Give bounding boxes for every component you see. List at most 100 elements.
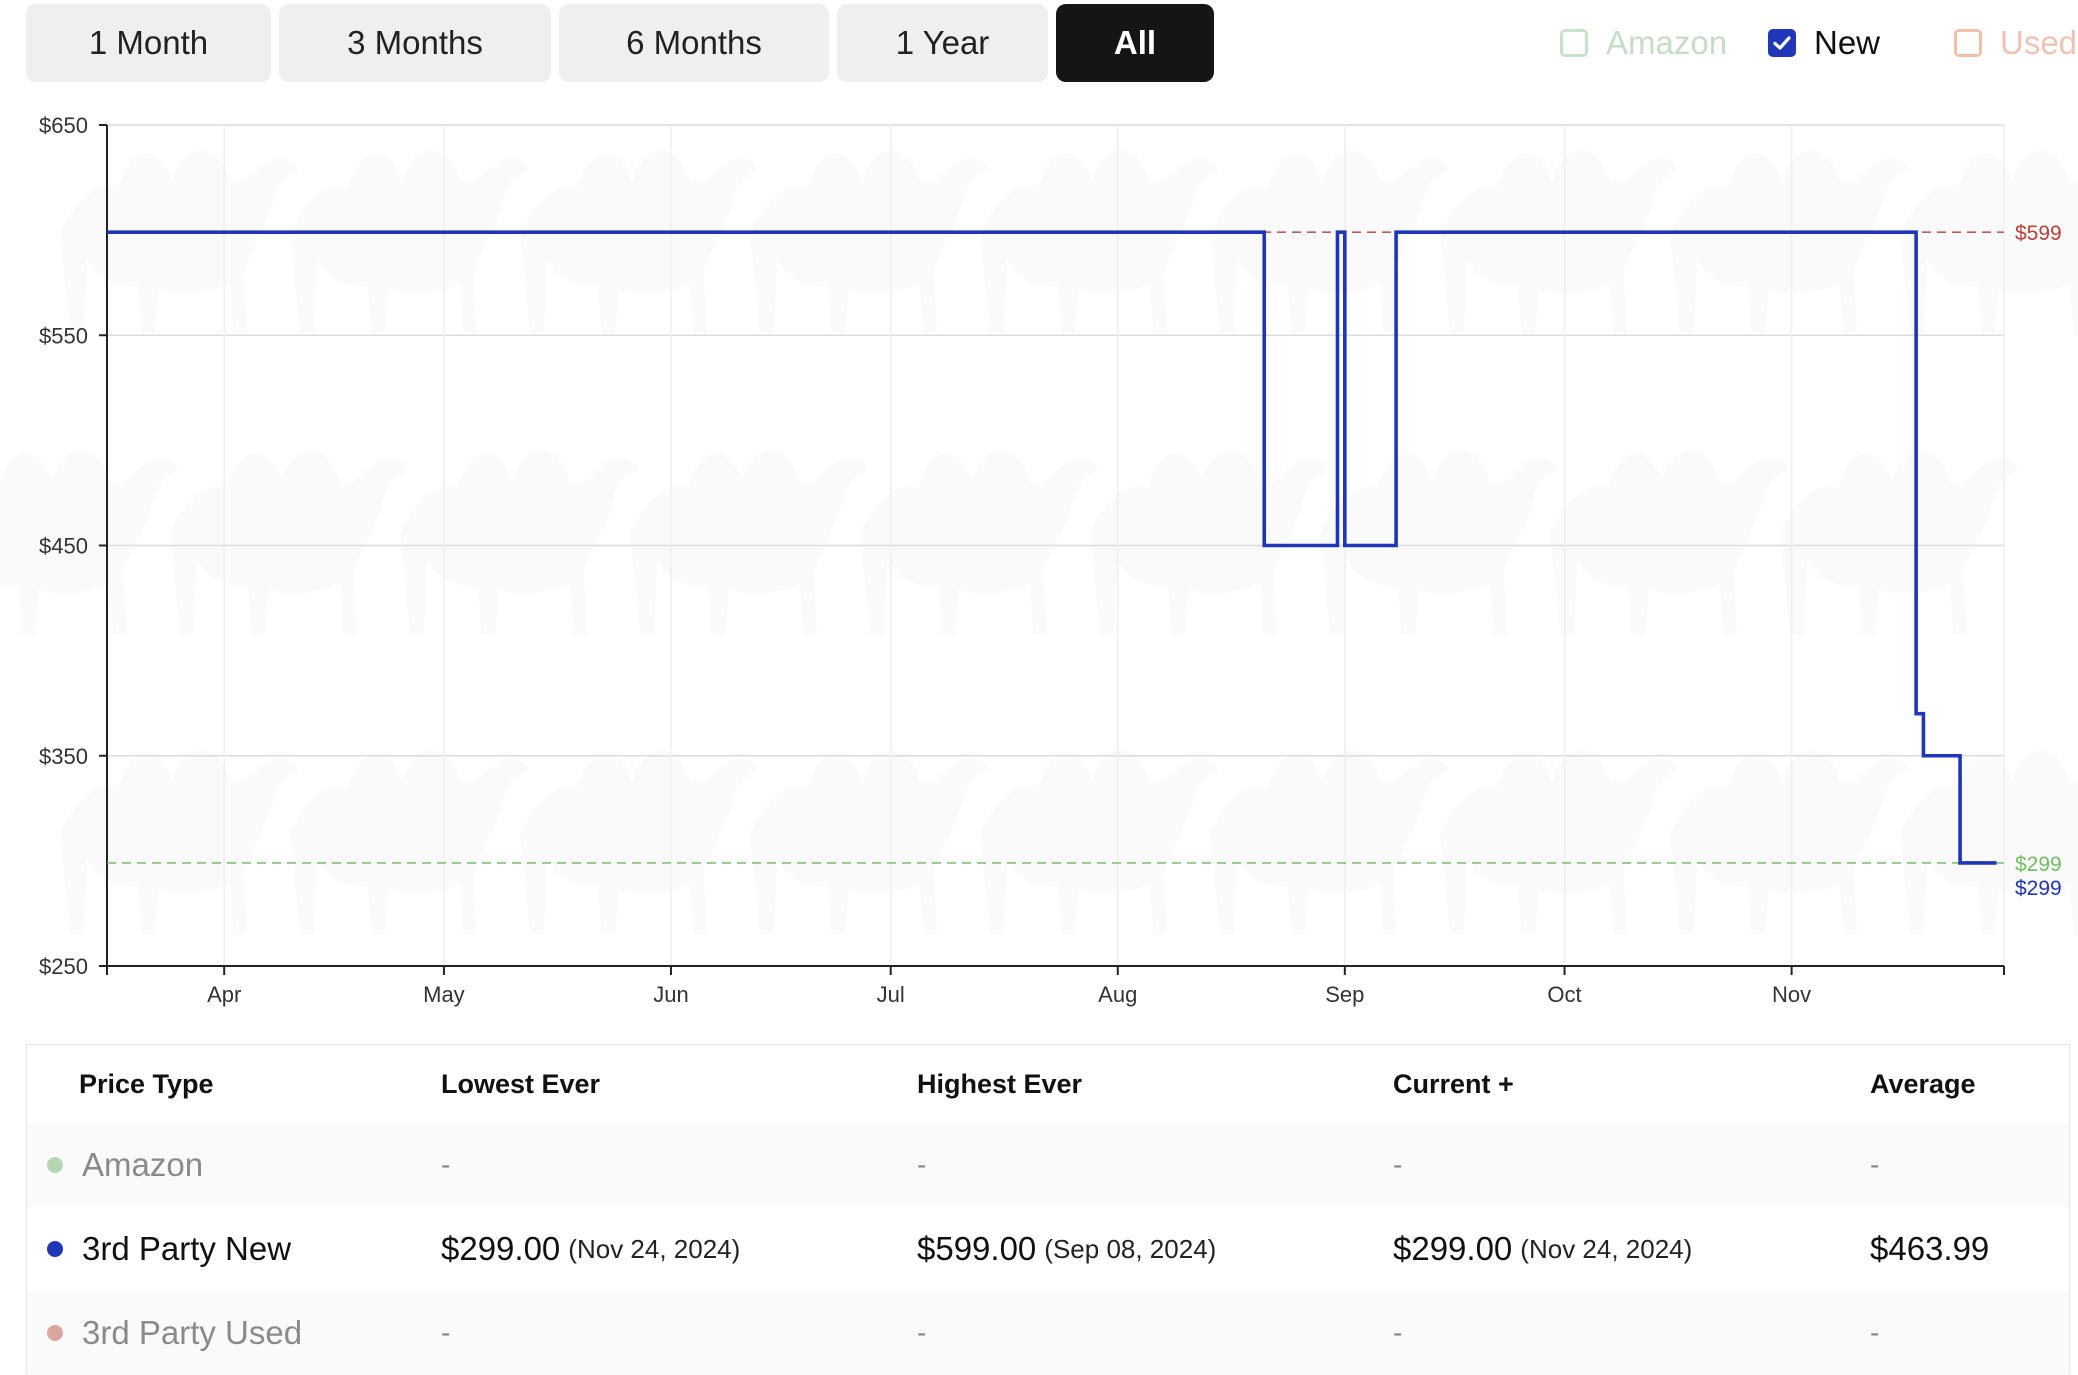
legend-new-toggle[interactable]: New xyxy=(1768,18,1880,68)
header-average: Average xyxy=(1870,1068,1976,1099)
range-3-months-button[interactable]: 3 Months xyxy=(279,4,551,82)
camel-watermark-icon xyxy=(1210,750,1448,934)
x-tick-label: Jun xyxy=(653,982,688,1007)
x-tick-label: Apr xyxy=(207,982,241,1007)
camel-watermark-icon xyxy=(0,450,178,634)
x-tick-label: Nov xyxy=(1772,982,1811,1007)
series-layer xyxy=(107,230,1997,865)
range-1-month-button[interactable]: 1 Month xyxy=(26,4,271,82)
highest-price: - xyxy=(917,1149,927,1180)
current-cell: - xyxy=(1393,1123,1402,1207)
camel-watermark-icon xyxy=(1780,450,2018,634)
lowest-cell: - xyxy=(441,1123,450,1207)
lowest-cell: - xyxy=(441,1291,450,1375)
camel-watermark-icon xyxy=(980,150,1218,334)
current-cell: $299.00 (Nov 24, 2024) xyxy=(1393,1207,1692,1291)
highest-price: $599.00 xyxy=(917,1230,1037,1267)
legend-used-label: Used xyxy=(2000,24,2078,61)
camel-watermark-icon xyxy=(860,450,1098,634)
y-axis: $250 $350 $450 $550 $650 xyxy=(39,113,108,979)
reference-labels: $599 $299$299 xyxy=(2015,222,2062,900)
x-tick-label: Sep xyxy=(1325,982,1364,1007)
x-axis: Apr May Jun Jul Aug Sep Oct Nov xyxy=(106,965,2005,1007)
highest-cell: - xyxy=(917,1291,926,1375)
average-price: - xyxy=(1870,1317,1880,1348)
highest-cell: $599.00 (Sep 08, 2024) xyxy=(917,1207,1216,1291)
highest-date: (Sep 08, 2024) xyxy=(1044,1233,1217,1264)
checkbox-unchecked-icon[interactable] xyxy=(1560,29,1588,57)
x-tick-label: Aug xyxy=(1098,982,1137,1007)
average-cell: $463.99 xyxy=(1870,1207,1989,1291)
legend-amazon-toggle[interactable]: Amazon xyxy=(1560,18,1727,68)
range-1-year-button[interactable]: 1 Year xyxy=(837,4,1048,82)
price-type-label: Amazon xyxy=(82,1146,204,1183)
camel-watermark-icon xyxy=(290,150,528,334)
lowest-price: - xyxy=(441,1317,451,1348)
header-price-type: Price Type xyxy=(79,1068,214,1099)
legend-new-label: New xyxy=(1814,24,1881,61)
price-type-cell: 3rd Party Used xyxy=(47,1291,302,1375)
price-type-label: 3rd Party New xyxy=(82,1230,292,1267)
average-price: - xyxy=(1870,1149,1880,1180)
highest-cell: - xyxy=(917,1123,926,1207)
lowest-cell: $299.00 (Nov 24, 2024) xyxy=(441,1207,740,1291)
table-row: 3rd Party Used - - - - xyxy=(27,1291,2069,1375)
used-dot-icon xyxy=(47,1325,63,1341)
camel-watermark-icon xyxy=(1210,150,1448,334)
camel-watermark-icon xyxy=(400,450,638,634)
amazon-dot-icon xyxy=(47,1157,63,1173)
range-6-months-button[interactable]: 6 Months xyxy=(559,4,829,82)
new-dot-icon xyxy=(47,1241,63,1257)
highest-price-label: $599 xyxy=(2015,222,2062,245)
price-summary-table: Price Type Lowest Ever Highest Ever Curr… xyxy=(26,1044,2070,1375)
legend-used-toggle[interactable]: Used xyxy=(1954,18,2077,68)
camel-watermark-icon xyxy=(630,450,868,634)
price-type-label: 3rd Party Used xyxy=(82,1314,303,1351)
price-history-chart: $250 $350 $450 $550 $650 Apr May Jun Jul Aug Sep O… xyxy=(0,113,2078,1007)
average-cell: - xyxy=(1870,1291,1879,1375)
camel-watermark-icon xyxy=(1900,750,2078,934)
average-cell: - xyxy=(1870,1123,1879,1207)
table-row: 3rd Party New $299.00 (Nov 24, 2024) $59… xyxy=(27,1207,2069,1291)
range-all-button[interactable]: All xyxy=(1056,4,1214,82)
y-tick-label: $350 xyxy=(39,744,88,769)
checkbox-unchecked-icon[interactable] xyxy=(1954,29,1982,57)
current-date: (Nov 24, 2024) xyxy=(1520,1233,1693,1264)
camel-watermark-icon xyxy=(1670,150,1908,334)
header-highest-ever: Highest Ever xyxy=(917,1068,1083,1099)
camel-watermark-icon xyxy=(520,150,758,334)
price-type-cell: Amazon xyxy=(47,1123,203,1207)
camel-watermark-icon xyxy=(520,750,758,934)
series-line-new xyxy=(107,230,1997,865)
camel-watermark-icon xyxy=(1550,450,1788,634)
current-price: - xyxy=(1393,1149,1403,1180)
camel-watermark-icon xyxy=(1440,150,1678,334)
average-price: $463.99 xyxy=(1870,1230,1990,1267)
camel-watermark-icon xyxy=(750,150,988,334)
x-tick-label: Jul xyxy=(877,982,905,1007)
table-header-row: Price Type Lowest Ever Highest Ever Curr… xyxy=(27,1045,2069,1123)
y-tick-label: $650 xyxy=(39,113,88,138)
y-tick-label: $250 xyxy=(39,954,88,979)
lowest-price: $299.00 xyxy=(441,1230,561,1267)
current-price: $299.00 xyxy=(1393,1230,1513,1267)
y-tick-label: $450 xyxy=(39,534,88,559)
lowest-price: - xyxy=(441,1149,451,1180)
camel-watermark-layer xyxy=(0,150,2078,934)
camel-watermark-icon xyxy=(1440,750,1678,934)
x-tick-label: Oct xyxy=(1547,982,1581,1007)
camel-watermark-icon xyxy=(750,750,988,934)
current-price-label: $299 xyxy=(2015,877,2062,900)
checkbox-checked-icon[interactable] xyxy=(1768,29,1796,57)
header-current: Current + xyxy=(1393,1068,1514,1099)
camel-watermark-icon xyxy=(1670,750,1908,934)
x-tick-label: May xyxy=(423,982,465,1007)
camel-watermark-icon xyxy=(1090,450,1328,634)
current-cell: - xyxy=(1393,1291,1402,1375)
lowest-date: (Nov 24, 2024) xyxy=(568,1233,741,1264)
camel-watermark-icon xyxy=(170,450,408,634)
header-lowest-ever: Lowest Ever xyxy=(441,1068,601,1099)
lowest-price-label: $299 xyxy=(2015,853,2062,876)
camel-watermark-icon xyxy=(980,750,1218,934)
legend-amazon-label: Amazon xyxy=(1606,24,1728,61)
